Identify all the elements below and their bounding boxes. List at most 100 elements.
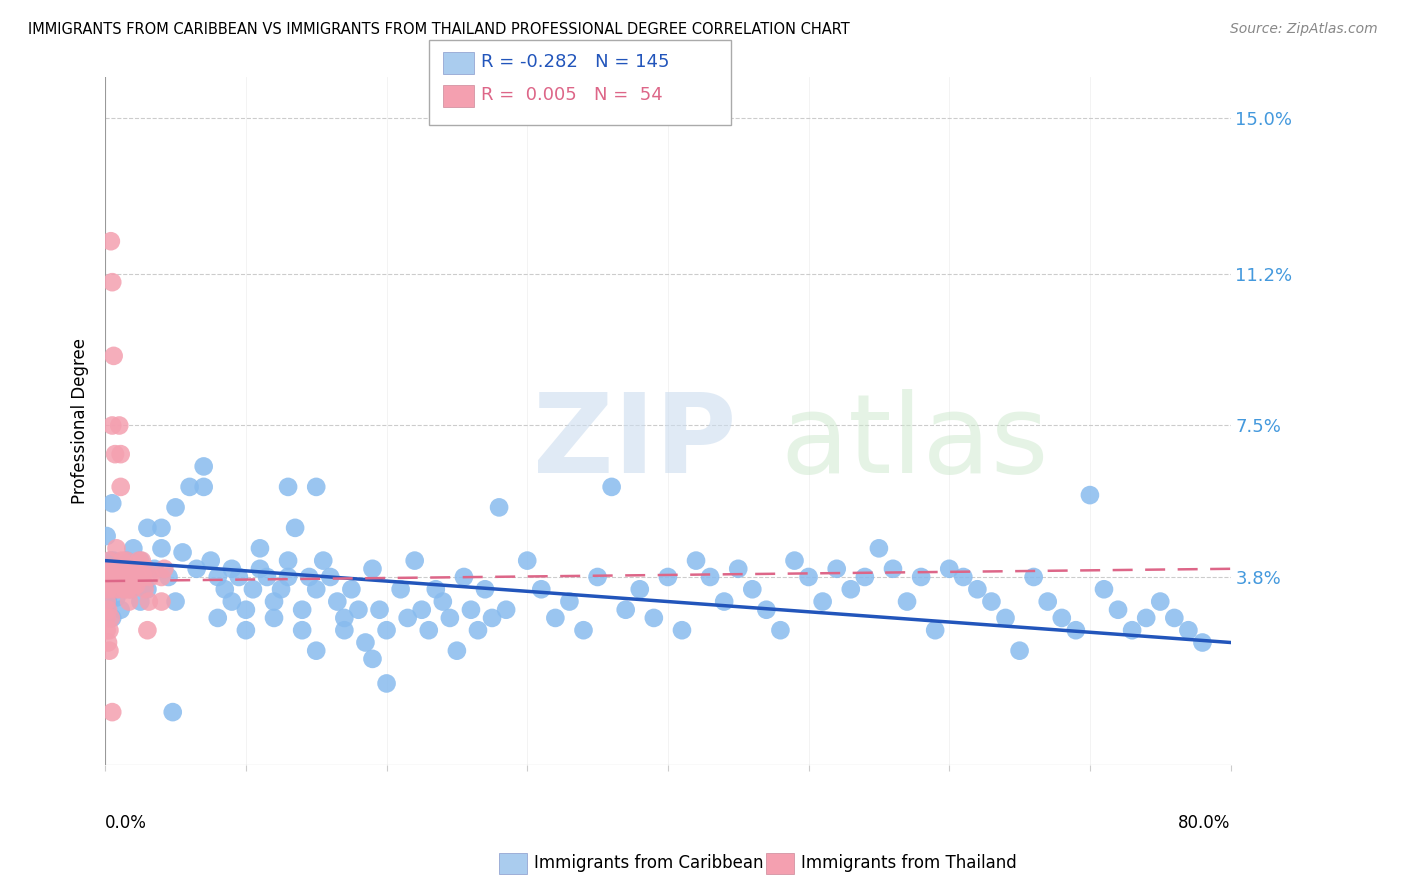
Point [1078,488,1101,502]
Point [305,582,328,597]
Point [404,553,426,567]
Point [165,500,187,515]
Point [270,582,292,597]
Point [103,570,125,584]
Point [139,570,162,584]
Point [125,578,148,592]
Point [125,570,148,584]
Point [340,582,363,597]
Point [108,418,131,433]
Point [110,480,132,494]
Point [115,570,138,584]
Point [741,582,763,597]
Point [727,562,749,576]
Point [101,578,124,592]
Point [825,562,848,576]
Point [96,611,118,625]
Point [207,570,229,584]
Point [115,553,138,567]
Point [100,611,122,625]
Point [129,553,152,567]
Point [600,480,623,494]
Point [1107,603,1129,617]
Point [96,603,118,617]
Point [228,570,250,584]
Point [98,570,121,584]
Y-axis label: Professional Degree: Professional Degree [72,338,89,504]
Point [135,562,157,576]
Point [100,553,122,567]
Point [150,541,173,556]
Point [1121,624,1143,638]
Point [110,447,132,461]
Point [162,705,184,719]
Point [425,582,447,597]
Point [882,562,904,576]
Point [713,594,735,608]
Text: Immigrants from Caribbean: Immigrants from Caribbean [534,855,763,872]
Point [117,582,139,597]
Point [129,594,152,608]
Point [1050,611,1073,625]
Point [263,611,285,625]
Point [214,582,236,597]
Point [193,459,215,474]
Point [96,570,118,584]
Point [291,603,314,617]
Point [111,570,134,584]
Point [114,582,136,597]
Point [122,562,145,576]
Point [1191,635,1213,649]
Point [100,570,122,584]
Point [221,562,243,576]
Point [107,570,129,584]
Point [121,582,143,597]
Point [101,418,124,433]
Point [530,582,553,597]
Point [98,570,121,584]
Point [418,624,440,638]
Point [952,570,974,584]
Point [105,562,128,576]
Point [134,578,156,592]
Point [277,553,299,567]
Point [165,594,187,608]
Point [980,594,1002,608]
Point [110,603,132,617]
Point [657,570,679,584]
Text: R = -0.282   N = 145: R = -0.282 N = 145 [481,53,669,70]
Point [755,603,778,617]
Point [221,594,243,608]
Point [298,570,321,584]
Point [131,553,153,567]
Point [100,578,122,592]
Point [277,480,299,494]
Point [628,582,651,597]
Point [138,594,160,608]
Point [1163,611,1185,625]
Point [361,562,384,576]
Point [1022,570,1045,584]
Point [439,611,461,625]
Point [396,611,419,625]
Point [853,570,876,584]
Point [107,570,129,584]
Point [368,603,391,617]
Point [333,624,356,638]
Point [98,624,121,638]
Point [97,582,120,597]
Point [100,234,122,248]
Point [242,582,264,597]
Point [839,582,862,597]
Point [811,594,834,608]
Point [104,447,127,461]
Point [129,570,152,584]
Point [132,570,155,584]
Point [186,562,208,576]
Point [157,570,180,584]
Point [769,624,792,638]
Point [150,570,173,584]
Point [134,582,156,597]
Point [868,541,890,556]
Point [263,594,285,608]
